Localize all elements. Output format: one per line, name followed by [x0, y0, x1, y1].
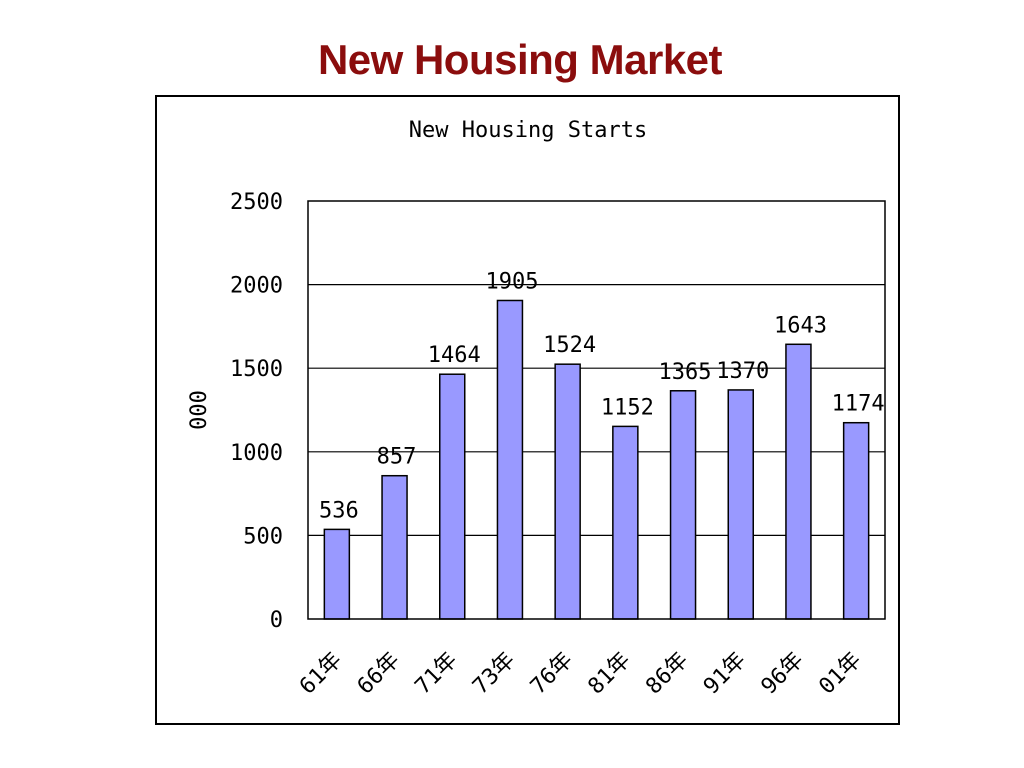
x-tick-label: 76年: [526, 648, 578, 700]
x-axis-ticks: 61年 66年 71年 73年 76年 81年 86年 91年 96年 01年: [295, 648, 866, 700]
bar: [669, 390, 697, 620]
bar: [496, 299, 524, 620]
x-tick-label: 71年: [411, 648, 463, 700]
x-tick-label: 86年: [641, 648, 693, 700]
data-label: 1524: [543, 333, 596, 358]
bar: [439, 373, 466, 620]
bars: [323, 299, 870, 620]
y-tick-label: 0: [270, 608, 283, 633]
plot-area-border: [307, 200, 886, 620]
data-label: 536: [319, 498, 359, 523]
data-label: 1643: [774, 313, 827, 338]
x-tick-label: 01年: [814, 648, 866, 700]
x-tick-label: 81年: [584, 648, 636, 700]
data-label: 1365: [659, 360, 712, 385]
data-label: 1152: [601, 395, 654, 420]
chart-title: New Housing Starts: [409, 118, 647, 143]
bar: [842, 421, 870, 620]
data-label: 1370: [716, 359, 769, 384]
y-axis-ticks: 0 500 1000 1500 2000 2500: [230, 190, 283, 633]
x-tick-label: 73年: [468, 648, 520, 700]
bar: [323, 528, 351, 620]
y-tick-label: 1500: [230, 357, 283, 382]
y-tick-label: 1000: [230, 441, 283, 466]
x-tick-label: 61年: [295, 648, 347, 700]
x-tick-label: 96年: [757, 648, 809, 700]
y-axis-label: 000: [187, 390, 212, 430]
bar: [554, 363, 581, 620]
bar: [785, 343, 812, 620]
y-tick-label: 500: [243, 524, 283, 549]
chart-frame: [155, 95, 900, 725]
slide-title: New Housing Market: [317, 36, 723, 83]
y-tick-label: 2000: [230, 274, 283, 299]
data-label: 1174: [832, 392, 885, 417]
data-label: 1905: [485, 269, 538, 294]
bar: [612, 425, 639, 620]
data-label: 1464: [428, 343, 481, 368]
bar: [381, 474, 408, 620]
x-tick-label: 91年: [699, 648, 751, 700]
data-label: 857: [377, 445, 417, 470]
bar: [727, 389, 754, 620]
y-tick-label: 2500: [230, 190, 283, 215]
x-tick-label: 66年: [353, 648, 405, 700]
